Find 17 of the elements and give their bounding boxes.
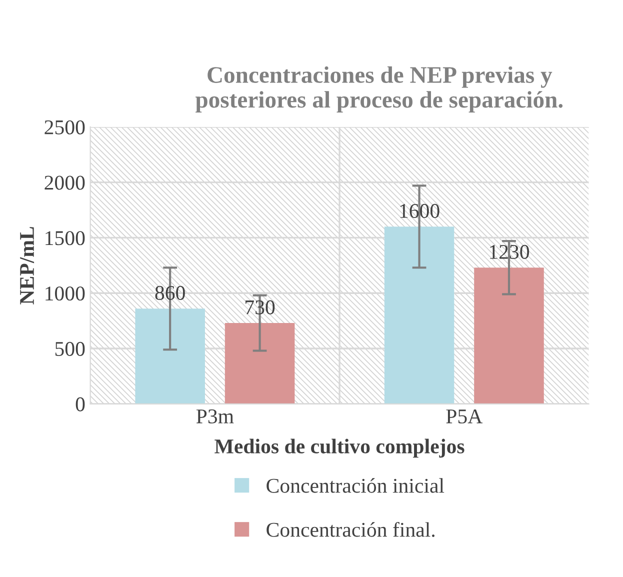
bar bbox=[224, 323, 295, 404]
bar bbox=[474, 268, 544, 404]
x-tick-label: P3m bbox=[196, 409, 234, 424]
y-tick-label: 2500 bbox=[44, 120, 85, 134]
x-axis-title: Medios de cultivo complejos bbox=[214, 438, 464, 458]
legend-label: Concentración inicial bbox=[266, 478, 444, 493]
chart-title: Concentraciones de NEP previas y posteriores al proceso de separación. bbox=[196, 66, 563, 113]
y-tick-label: 1500 bbox=[46, 231, 85, 246]
y-tick-label: 2000 bbox=[44, 176, 85, 190]
y-tick-label: 0 bbox=[76, 397, 85, 412]
x-tick-label: P5A bbox=[446, 409, 483, 424]
bar bbox=[384, 226, 454, 404]
y-tick-label: 500 bbox=[55, 342, 85, 356]
legend-label: Concentración final. bbox=[266, 522, 434, 537]
y-axis-title: NEP/mL bbox=[20, 226, 34, 304]
y-tick-label: 1000 bbox=[46, 286, 85, 301]
bar bbox=[135, 308, 205, 404]
